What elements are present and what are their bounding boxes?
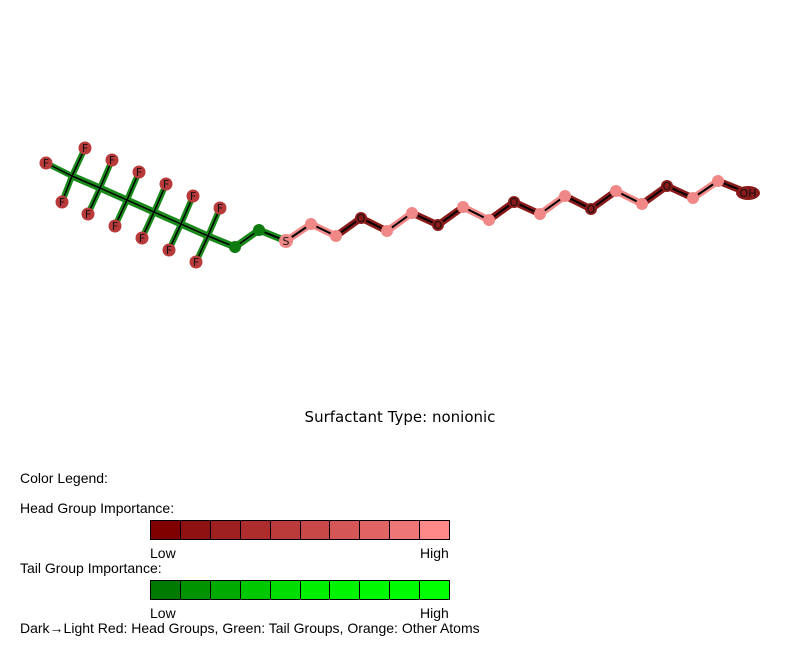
legend-footnote: Dark→Light Red: Head Groups, Green: Tail… [20,620,480,636]
head-carbon-atom [687,192,699,204]
tail-high-label: High [420,605,449,621]
head-carbon-atom [330,230,342,242]
fluorine-atom [55,195,69,209]
fluorine-atom [78,141,92,155]
head-carbon-atom [610,185,622,197]
fluorine-label: F [193,256,199,269]
oxygen-label: O [510,196,519,209]
sulfur-label: S [283,235,290,248]
hydroxyl-label: OH [740,187,757,200]
backbone-line [153,211,182,225]
oxygen-atom [355,212,367,224]
head-high-label: High [420,545,449,561]
hydroxyl-atom [736,186,760,200]
sulfur-atom [279,234,293,248]
head-carbon-atom [406,207,418,219]
molecule-structure: F F F F F F F F F F F F F S O O O O O OH [39,141,760,269]
backbone-line [99,187,128,201]
fluorine-atom [189,255,203,269]
head-carbon-atom [381,225,393,237]
tail-swatch [210,581,241,599]
fluorine-atom [132,165,146,179]
backbone-line [71,175,101,189]
fluorine-label: F [43,157,49,170]
tail-swatch [390,581,421,599]
fluorine-label: F [85,208,91,221]
oxygen-label: O [357,212,366,225]
head-swatch [270,521,301,539]
head-color-bar [150,520,450,540]
head-swatch [180,521,211,539]
head-carbon-atom [636,198,648,210]
tail-legend-title: Tail Group Importance: [20,560,162,576]
head-carbon-atom [457,201,469,213]
fluorine-label: F [109,154,115,167]
tail-low-label: Low [150,605,176,621]
fluorine-label: F [59,196,65,209]
fluorine-label: F [217,202,223,215]
tail-swatch [360,581,391,599]
tail-swatch [270,581,301,599]
backbone-line [180,223,209,237]
oxygen-label: O [663,180,672,193]
fluorine-label: F [166,244,172,257]
oxygen-atom [508,196,520,208]
legend-title: Color Legend: [20,470,108,486]
tail-swatch [300,581,331,599]
head-swatch [360,521,391,539]
fluorine-label: F [82,142,88,155]
head-swatch [390,521,421,539]
head-carbon-atom [534,208,546,220]
tail-swatch [151,581,181,599]
fluorine-atom [213,201,227,215]
head-carbon-atom [305,218,317,230]
fluorine-label: F [190,190,196,203]
fluorine-label: F [139,232,145,245]
oxygen-label: O [434,219,443,232]
tail-carbon-atom [229,241,241,253]
fluorine-atom [108,219,122,233]
head-swatch [210,521,241,539]
head-carbon-atom [483,214,495,226]
fluorine-atom [159,177,173,191]
atom-labels: F F F F F F F F F F F F F S O O O O O OH [43,142,757,269]
tail-swatch [420,581,450,599]
fluorine-atom [81,207,95,221]
fluorine-atom [162,243,176,257]
fluorine-label: F [136,166,142,179]
surfactant-type-caption: Surfactant Type: nonionic [304,408,496,426]
head-swatch [151,521,181,539]
head-swatch [330,521,361,539]
oxygen-atom [585,203,597,215]
fluorine-atom [135,231,149,245]
head-legend-title: Head Group Importance: [20,500,175,516]
tail-swatch [330,581,361,599]
head-swatch [300,521,331,539]
head-low-label: Low [150,545,176,561]
tail-swatch [180,581,211,599]
head-swatch [420,521,450,539]
fluorine-atom [39,156,53,170]
oxygen-label: O [587,203,596,216]
head-carbon-atom [559,190,571,202]
head-swatch [240,521,271,539]
tail-carbon-atom [253,224,265,236]
tail-swatch [240,581,271,599]
oxygen-atom [432,219,444,231]
head-carbon-atom [712,175,724,187]
fluorine-atom [105,153,119,167]
fluorine-label: F [112,220,118,233]
atoms [39,141,760,269]
tail-color-bar [150,580,450,600]
backbone-line [126,199,155,213]
fluorine-atom [186,189,200,203]
fluorine-label: F [163,178,169,191]
oxygen-atom [661,180,673,192]
